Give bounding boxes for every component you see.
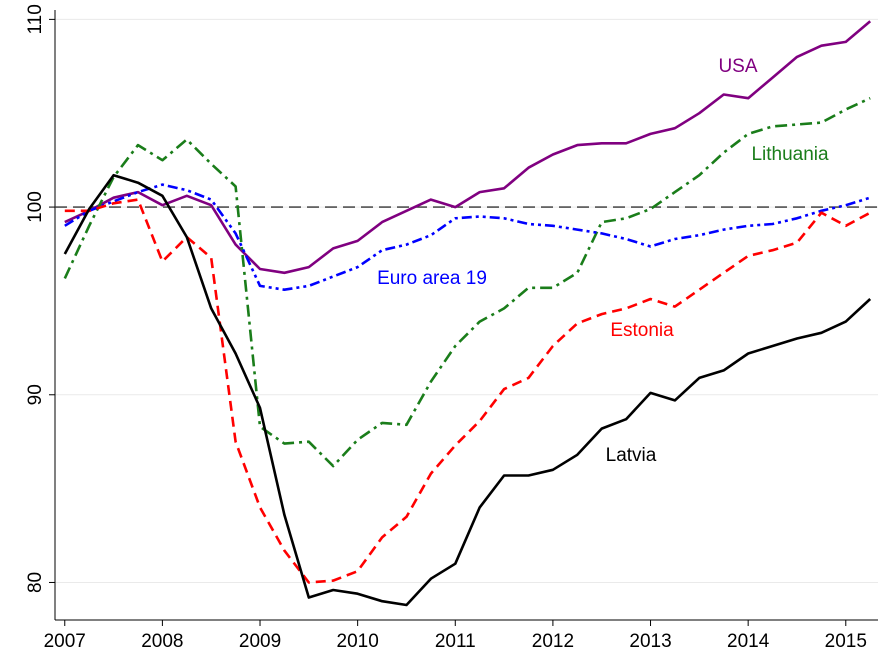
series-label: Lithuania [751,144,829,165]
y-tick-label: 110 [25,4,46,34]
series-line [64,198,871,584]
x-tick-label: 2007 [44,631,86,652]
series-line [63,173,872,607]
x-tick-label: 2014 [727,631,770,652]
series-label: Estonia [610,320,674,341]
x-tick-label: 2009 [239,631,281,652]
series-line [63,97,871,468]
series-label: Euro area 19 [377,268,487,289]
y-tick-label: 80 [25,572,46,593]
series-label: USA [718,56,757,77]
y-tick-label: 100 [25,191,46,223]
x-tick-label: 2008 [141,631,183,652]
series-label: Latvia [606,445,657,466]
y-tick-label: 90 [25,384,46,405]
x-tick-label: 2013 [629,631,671,652]
series-line [64,20,872,275]
x-tick-label: 2011 [435,631,476,652]
x-tick-label: 2010 [337,631,379,652]
x-tick-label: 2012 [532,631,574,652]
series-line [64,183,871,291]
x-tick-label: 2015 [825,631,867,652]
